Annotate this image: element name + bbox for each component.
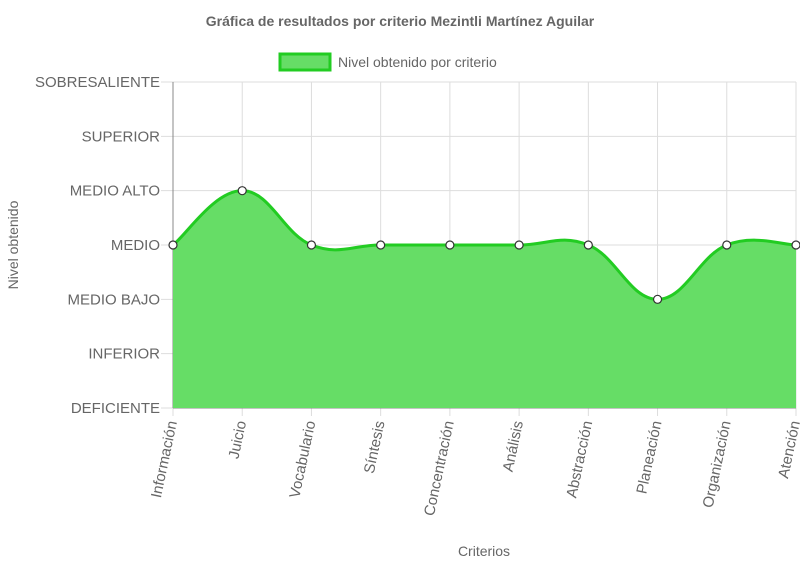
x-tick-label: Juicio [226, 419, 251, 460]
data-point[interactable] [652, 294, 663, 304]
x-tick-label: Planeación [633, 419, 665, 495]
legend[interactable]: Nivel obtenido por criterio [278, 52, 497, 72]
data-point[interactable] [376, 240, 386, 250]
y-tick-label: MEDIO ALTO [70, 183, 160, 200]
data-point[interactable] [583, 240, 593, 250]
x-tick-label: Vocabulario [286, 419, 319, 499]
x-tick-label: Atención [775, 419, 800, 480]
x-tick-label: Concentración [421, 419, 458, 517]
y-tick-label: MEDIO BAJO [67, 291, 160, 308]
x-tick-label: Abstracción [563, 419, 596, 499]
y-tick-label: SUPERIOR [82, 128, 161, 145]
series-line [172, 189, 797, 301]
data-points[interactable] [168, 186, 800, 304]
y-axis-labels: DEFICIENTE INFERIOR MEDIO BAJO MEDIO MEDIO A… [35, 74, 160, 417]
y-axis-title: Nivel obtenido [5, 200, 21, 289]
y-tick-label: DEFICIENTE [71, 400, 160, 417]
x-tick-label: Análisis [500, 419, 527, 473]
data-point[interactable] [791, 240, 800, 250]
series-area-fill [173, 190, 796, 408]
data-point[interactable] [514, 240, 524, 250]
plot-area [172, 189, 797, 408]
y-tick-label: SOBRESALIENTE [35, 74, 160, 91]
data-point[interactable] [237, 186, 247, 196]
chart-title: Gráfica de resultados por criterio Mezin… [206, 13, 595, 29]
x-tick-label: Síntesis [361, 419, 389, 475]
x-axis-title: Criterios [458, 543, 510, 559]
data-point[interactable] [722, 240, 732, 250]
x-axis-labels: Información Juicio Vocabulario Síntesis Conc… [148, 419, 800, 517]
y-tick-label: MEDIO [111, 237, 160, 254]
legend-swatch [278, 52, 332, 72]
y-tick-label: INFERIOR [88, 346, 160, 363]
data-point[interactable] [445, 240, 455, 250]
legend-label: Nivel obtenido por criterio [338, 54, 497, 70]
x-tick-label: Información [148, 419, 181, 499]
x-tick-label: Organización [700, 419, 735, 509]
data-point[interactable] [306, 240, 317, 250]
data-point[interactable] [168, 240, 178, 250]
